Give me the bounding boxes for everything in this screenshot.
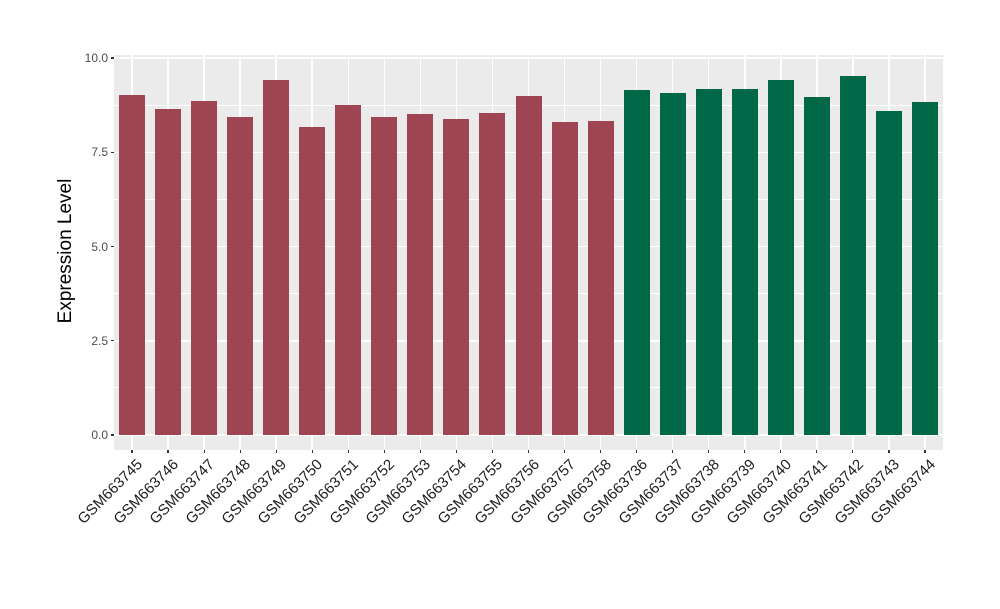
y-tick-mark xyxy=(111,245,114,248)
y-tick-label: 0.0 xyxy=(91,428,108,442)
bar-GSM663753 xyxy=(407,114,434,435)
x-tick-mark xyxy=(167,450,169,453)
bar-GSM663748 xyxy=(227,116,254,435)
y-tick-mark xyxy=(111,57,114,59)
bar-GSM663736 xyxy=(623,90,650,435)
bar-GSM663742 xyxy=(839,76,866,435)
x-tick-mark xyxy=(491,450,494,453)
x-tick-mark xyxy=(744,450,746,453)
x-tick-mark xyxy=(383,450,385,453)
bar-GSM663754 xyxy=(443,119,470,435)
bar-GSM663749 xyxy=(263,79,290,435)
bar-GSM663738 xyxy=(695,88,722,435)
bar-GSM663752 xyxy=(371,116,398,435)
expression-bar-chart: Expression Level 0.0 2.5 5.0 7.5 10.0 GSM6637… xyxy=(55,51,943,528)
x-tick-mark xyxy=(311,450,313,453)
bar-GSM663751 xyxy=(335,105,362,435)
x-tick-mark xyxy=(888,450,890,453)
x-tick-mark xyxy=(852,450,854,453)
x-tick-mark xyxy=(131,450,133,453)
bar-GSM663750 xyxy=(299,127,326,435)
x-tick-mark xyxy=(599,450,602,453)
y-tick-label: 7.5 xyxy=(91,145,108,160)
y-tick-label: 5.0 xyxy=(91,239,108,254)
bar-GSM663739 xyxy=(731,88,758,435)
bar-GSM663747 xyxy=(191,101,218,435)
bar-GSM663740 xyxy=(767,79,794,435)
x-tick-mark xyxy=(419,450,421,453)
bar-GSM663746 xyxy=(155,108,182,435)
bar-GSM663743 xyxy=(875,110,902,435)
y-tick-mark xyxy=(111,340,114,342)
x-tick-mark xyxy=(816,450,818,453)
x-tick-mark xyxy=(636,450,638,453)
x-tick-mark xyxy=(239,450,241,453)
bar-GSM663758 xyxy=(587,120,614,435)
bar-GSM663755 xyxy=(479,112,506,435)
bar-GSM663745 xyxy=(119,95,146,435)
bar-GSM663737 xyxy=(659,93,686,435)
x-tick-mark xyxy=(455,450,457,453)
bar-GSM663757 xyxy=(551,122,578,435)
y-tick-label: 2.5 xyxy=(91,333,108,348)
x-tick-mark xyxy=(708,450,710,453)
y-tick-mark xyxy=(111,151,114,153)
x-tick-mark xyxy=(347,450,349,453)
x-tick-mark xyxy=(203,450,205,453)
y-tick-mark xyxy=(111,434,114,436)
x-tick-mark xyxy=(672,450,674,453)
bar-GSM663756 xyxy=(515,96,542,435)
x-tick-mark xyxy=(275,450,277,453)
x-tick-mark xyxy=(780,450,782,453)
plot-panel xyxy=(114,55,943,450)
y-tick-label: 10.0 xyxy=(84,51,108,65)
x-tick-mark xyxy=(563,450,566,453)
x-tick-mark xyxy=(924,450,926,453)
bar-GSM663741 xyxy=(803,96,830,435)
x-tick-mark xyxy=(527,450,530,453)
bar-GSM663744 xyxy=(911,102,938,435)
